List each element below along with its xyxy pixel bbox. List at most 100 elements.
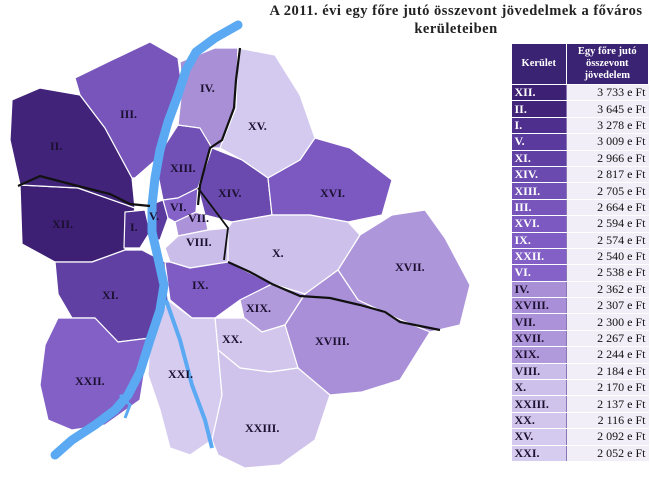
legend-income-value: 2 594 e Ft [565, 215, 649, 233]
district-IV[interactable] [177, 47, 239, 149]
legend-district: XIV. [511, 166, 566, 184]
legend-row: XIV. 2 817 e Ft [511, 166, 649, 184]
legend-income-value: 2 538 e Ft [565, 264, 649, 282]
legend-district: XX. [511, 412, 566, 430]
district-VII[interactable] [174, 211, 209, 237]
district-label: VIII. [186, 235, 212, 249]
district-label: XI. [102, 288, 118, 302]
boundary-line-north [196, 47, 242, 206]
district-II[interactable] [9, 87, 136, 209]
legend-row: XII. 3 733 e Ft [511, 84, 649, 102]
legend-row: III. 2 664 e Ft [511, 199, 649, 217]
district-I[interactable] [123, 209, 151, 249]
legend-income-value: 2 092 e Ft [565, 428, 649, 446]
legend-income-value: 2 267 e Ft [565, 330, 649, 348]
legend-row: XI. 2 966 e Ft [511, 150, 649, 167]
district-label: XIX. [246, 301, 271, 315]
district-label: XX. [222, 332, 242, 346]
legend-district: XI. [511, 150, 566, 167]
legend-income-value: 2 705 e Ft [565, 182, 649, 200]
legend-district: VIII. [511, 363, 566, 381]
legend-district: XIII. [511, 182, 566, 200]
legend-district: XIX. [511, 346, 566, 364]
district-label: XV. [248, 119, 267, 133]
legend-income-value: 2 307 e Ft [565, 297, 649, 315]
legend-row: XX. 2 116 e Ft [511, 412, 649, 430]
legend-row: XV. 2 092 e Ft [511, 428, 649, 446]
district-label: IX. [192, 278, 208, 292]
legend-income-value: 3 645 e Ft [565, 100, 649, 118]
danube-river [50, 20, 243, 460]
legend-income-value: 2 170 e Ft [565, 379, 649, 397]
legend-income-value: 2 116 e Ft [565, 412, 649, 430]
budapest-districts-map: XII. II. I. V. XI. XIV. XIII. III. XVI. IX. XXII. V… [9, 20, 471, 469]
district-label: XIII. [170, 161, 196, 175]
boundary-line-west [17, 174, 151, 208]
legend-row: XVII. 2 267 e Ft [511, 330, 649, 348]
legend-district: XVIII. [511, 297, 566, 315]
legend-district: III. [511, 199, 566, 217]
map-title: A 2011. évi egy főre jutó összevont jöve… [269, 3, 643, 37]
legend-district: VII. [511, 313, 566, 331]
boundary-line-center [197, 187, 229, 261]
legend-district: IV. [511, 281, 566, 299]
district-label: XIV. [218, 186, 241, 200]
legend-income-value: 2 184 e Ft [565, 363, 649, 381]
district-XXIII[interactable] [211, 349, 331, 469]
legend-income-value: 2 664 e Ft [565, 199, 649, 217]
district-label: IV. [200, 81, 215, 95]
legend-row: XXIII. 2 137 e Ft [511, 395, 649, 413]
margaret-island [118, 393, 132, 419]
legend-district: XXII. [511, 248, 566, 266]
district-label: XXII. [75, 374, 105, 388]
legend-row: XXI. 2 052 e Ft [511, 445, 649, 462]
legend-row: XXII. 2 540 e Ft [511, 248, 649, 266]
legend-row: XIII. 2 705 e Ft [511, 182, 649, 200]
district-label: V. [149, 209, 159, 223]
district-label: XVIII. [315, 334, 349, 348]
legend-income-value: 2 574 e Ft [565, 232, 649, 249]
csepel-inner-branch [164, 299, 214, 449]
legend-row: I. 3 278 e Ft [511, 117, 649, 135]
legend-row: V. 3 009 e Ft [511, 133, 649, 151]
district-label: III. [120, 107, 137, 121]
legend-income-value: 2 244 e Ft [565, 346, 649, 364]
legend-income-value: 3 733 e Ft [565, 84, 649, 102]
district-label: XXI. [168, 367, 193, 381]
district-label: XXIII. [245, 421, 279, 435]
legend-income-value: 2 137 e Ft [565, 395, 649, 413]
legend-district: XV. [511, 428, 566, 446]
legend-district: I. [511, 117, 566, 135]
legend-row: II. 3 645 e Ft [511, 100, 649, 118]
district-label: X. [272, 246, 284, 260]
legend-income-value: 2 966 e Ft [565, 150, 649, 167]
legend-row: VIII. 2 184 e Ft [511, 363, 649, 381]
legend-row: VII. 2 300 e Ft [511, 313, 649, 331]
district-label: VII. [188, 211, 209, 225]
legend-row: XVIII. 2 307 e Ft [511, 297, 649, 315]
legend-district: V. [511, 133, 566, 151]
district-label: XVI. [320, 186, 345, 200]
legend-row: IX. 2 574 e Ft [511, 232, 649, 249]
legend-row: IV. 2 362 e Ft [511, 281, 649, 299]
legend-header-district: Kerület [511, 43, 567, 85]
district-label: XII. [52, 217, 73, 231]
legend-row: X. 2 170 e Ft [511, 379, 649, 397]
legend-district: X. [511, 379, 566, 397]
district-label: XVII. [395, 260, 425, 274]
legend-income-value: 2 300 e Ft [565, 313, 649, 331]
district-label: II. [50, 139, 62, 153]
legend-header-income: Egy főre jutó összevont jövedelem [565, 43, 649, 85]
legend-district: VI. [511, 264, 566, 282]
legend-district: II. [511, 100, 566, 118]
legend-income-value: 3 278 e Ft [565, 117, 649, 135]
legend-income-value: 3 009 e Ft [565, 133, 649, 151]
legend-district: IX. [511, 232, 566, 249]
legend-district: XXI. [511, 445, 566, 462]
legend-income-value: 2 817 e Ft [565, 166, 649, 184]
legend-row: XVI. 2 594 e Ft [511, 215, 649, 233]
legend-income-value: 2 052 e Ft [565, 445, 649, 462]
legend-district: XII. [511, 84, 566, 102]
legend-income-value: 2 362 e Ft [565, 281, 649, 299]
legend-row: VI. 2 538 e Ft [511, 264, 649, 282]
